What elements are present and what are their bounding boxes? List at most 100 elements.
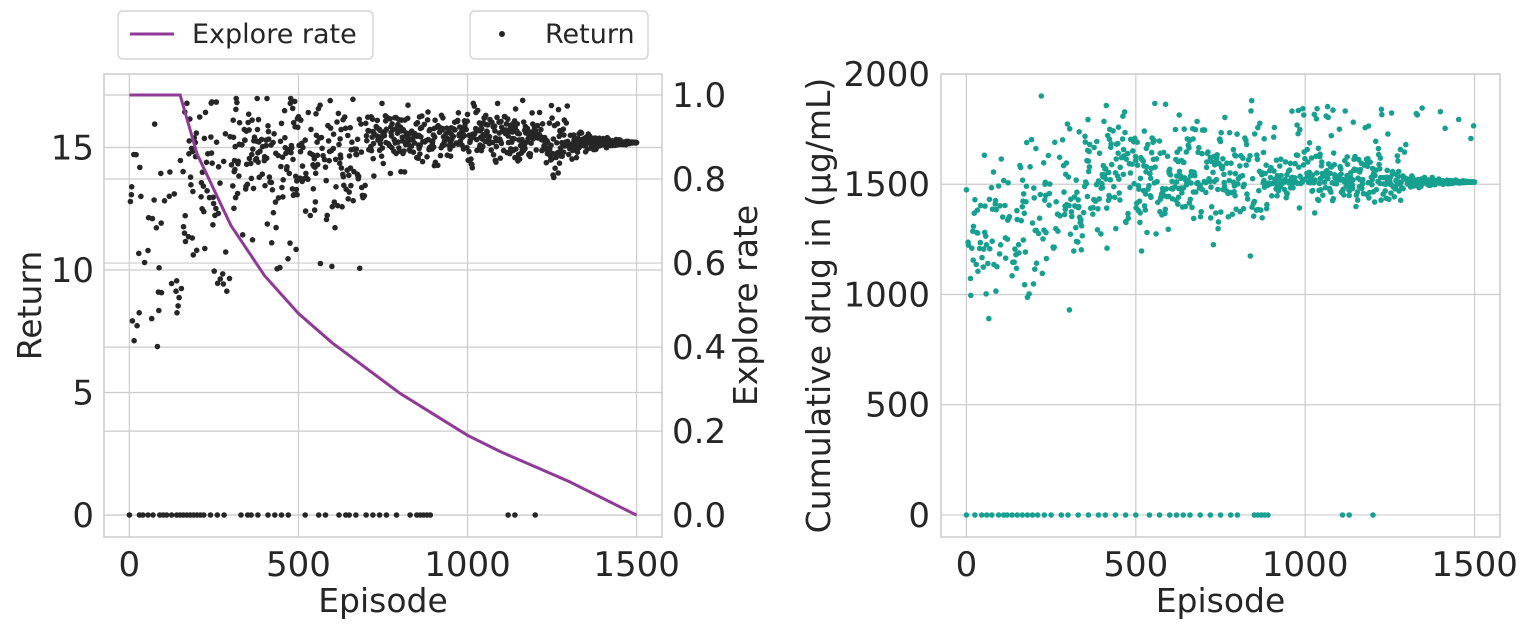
cumulative-drug-point	[1040, 236, 1046, 242]
return-point	[235, 158, 242, 165]
return-point	[538, 126, 544, 133]
return-point	[527, 151, 534, 157]
return-point	[560, 126, 567, 132]
cumulative-drug-point	[1066, 126, 1073, 132]
return-point	[250, 185, 257, 192]
cumulative-drug-point	[989, 238, 995, 244]
return-point	[380, 160, 387, 167]
cumulative-drug-point	[1274, 193, 1280, 199]
left-x-tick-label: 500	[266, 545, 331, 585]
cumulative-drug-point	[1129, 161, 1135, 167]
return-point	[249, 117, 255, 123]
cumulative-drug-point	[1354, 189, 1361, 195]
cumulative-drug-point	[1218, 129, 1224, 136]
cumulative-drug-point	[1113, 225, 1119, 232]
return-point	[182, 212, 188, 219]
return-point	[180, 223, 187, 230]
cumulative-drug-point	[1301, 112, 1307, 118]
cumulative-drug-point	[1344, 161, 1351, 168]
cumulative-drug-point	[1162, 101, 1169, 108]
cumulative-drug-zero-point	[1014, 512, 1020, 518]
cumulative-drug-point	[1365, 123, 1372, 129]
return-point	[331, 199, 338, 205]
return-point	[533, 147, 539, 153]
cumulative-drug-point	[1134, 139, 1140, 145]
return-point	[293, 186, 300, 193]
return-point	[175, 303, 181, 309]
cumulative-drug-point	[1395, 168, 1402, 175]
return-point	[519, 136, 525, 143]
cumulative-drug-point	[1217, 138, 1224, 145]
cumulative-drug-point	[1372, 138, 1379, 145]
return-point	[273, 224, 279, 231]
cumulative-drug-point	[1004, 236, 1011, 242]
cumulative-drug-point	[993, 288, 999, 294]
cumulative-drug-point	[1204, 159, 1210, 165]
legend-explore-rate: Explore rate	[117, 10, 374, 60]
cumulative-drug-point	[1137, 210, 1143, 216]
cumulative-drug-point	[1330, 150, 1337, 156]
cumulative-drug-point	[1113, 156, 1119, 162]
return-point	[200, 183, 207, 189]
left-y2-tick-label: 0.8	[672, 160, 726, 200]
return-point	[327, 125, 334, 131]
cumulative-drug-point	[1115, 150, 1121, 156]
return-point	[161, 198, 168, 204]
cumulative-drug-point	[1259, 215, 1265, 221]
cumulative-drug-point	[1140, 158, 1147, 164]
return-point	[259, 171, 266, 177]
return-point	[498, 140, 505, 147]
return-point	[158, 220, 164, 226]
return-point	[313, 111, 319, 117]
cumulative-drug-zero-point	[1095, 512, 1102, 518]
cumulative-drug-point	[1193, 189, 1199, 195]
cumulative-drug-point	[1192, 126, 1199, 133]
return-point	[389, 121, 395, 127]
cumulative-drug-point	[1386, 196, 1392, 203]
return-point	[317, 260, 324, 267]
cumulative-drug-point	[1371, 199, 1378, 205]
cumulative-drug-zero-point	[1019, 512, 1026, 518]
cumulative-drug-point	[1023, 199, 1029, 205]
return-point	[338, 126, 344, 133]
cumulative-drug-point	[1240, 155, 1246, 161]
cumulative-drug-point	[1198, 208, 1204, 215]
cumulative-drug-point	[1076, 203, 1082, 210]
return-point	[180, 168, 186, 175]
cumulative-drug-scatter	[963, 93, 1478, 322]
return-point	[339, 204, 345, 210]
cumulative-drug-zero-point	[1122, 512, 1129, 518]
return-point	[345, 132, 351, 139]
return-point	[563, 120, 570, 126]
cumulative-drug-point	[1162, 206, 1169, 213]
return-point	[334, 119, 340, 125]
return-point	[154, 343, 161, 350]
return-point	[203, 159, 210, 166]
return-point	[379, 100, 385, 107]
cumulative-drug-point	[1395, 158, 1401, 164]
return-point	[529, 110, 535, 116]
cumulative-drug-point	[992, 197, 999, 204]
return-point	[257, 148, 263, 155]
return-point	[346, 153, 353, 159]
cumulative-drug-point	[1250, 213, 1257, 219]
return-point	[564, 103, 571, 109]
return-point	[505, 116, 511, 122]
return-zero-point	[383, 512, 390, 518]
cumulative-drug-point	[1107, 194, 1113, 200]
return-point	[245, 111, 252, 117]
right-y-axis-label: Cumulative drug in (μg/mL)	[799, 78, 838, 534]
return-point	[354, 136, 361, 143]
right-x-tick-label: 1500	[1431, 545, 1518, 585]
return-point	[474, 107, 481, 114]
left-x-tick-label: 1000	[424, 545, 511, 585]
cumulative-drug-point	[1254, 152, 1260, 158]
cumulative-drug-point	[1376, 161, 1382, 168]
return-point	[461, 133, 468, 139]
cumulative-drug-point	[1311, 111, 1318, 118]
return-zero-point	[140, 512, 146, 518]
cumulative-drug-point	[1175, 201, 1181, 207]
cumulative-drug-point	[1239, 172, 1246, 179]
return-point	[324, 212, 331, 219]
cumulative-drug-point	[985, 260, 991, 267]
